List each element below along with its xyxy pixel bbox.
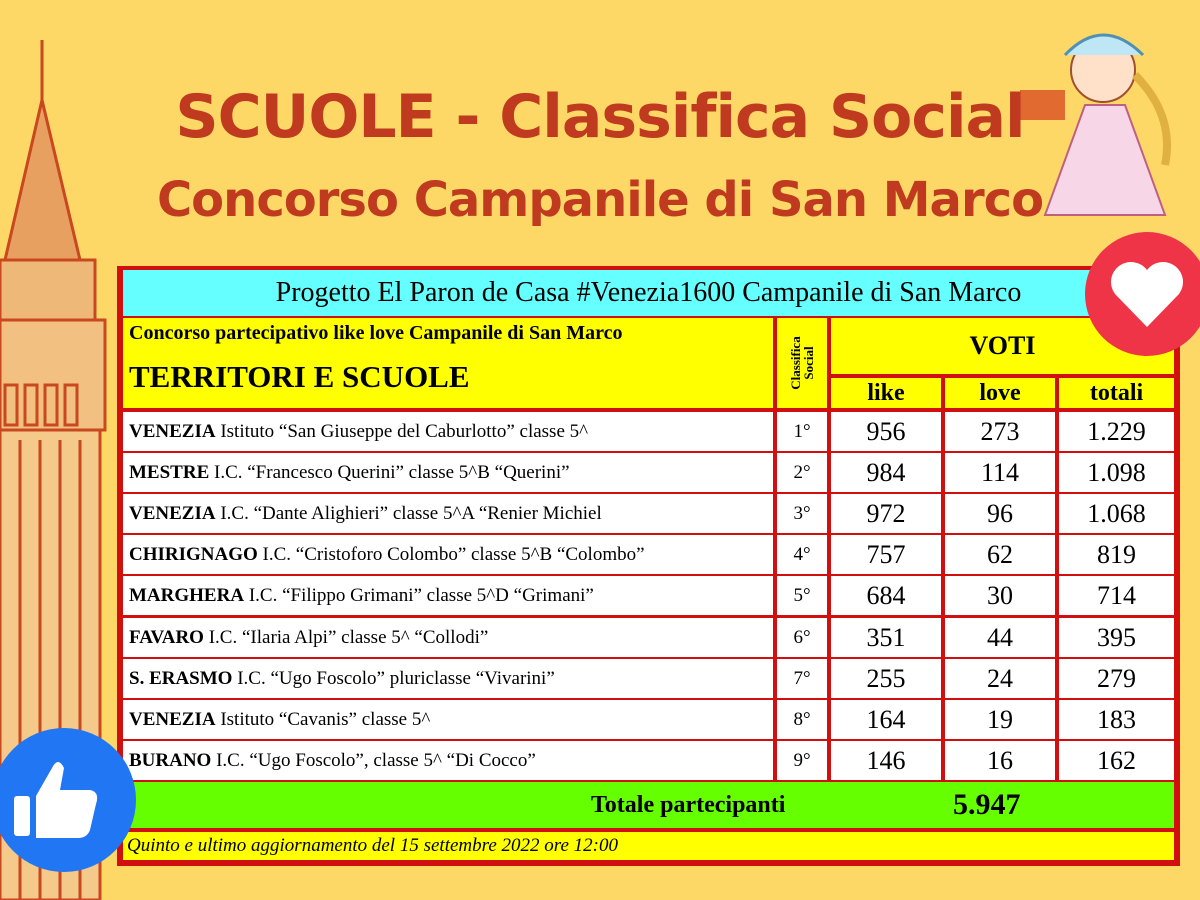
rank-cell: 5° [777,576,827,616]
like-cell: 255 [831,658,941,698]
school-name: I.C. “Francesco Querini” classe 5^B “Que… [214,462,570,484]
ranking-table: Progetto El Paron de Casa #Venezia1600 C… [117,266,1180,866]
school-name: I.C. “Dante Alighieri” classe 5^A “Renie… [220,503,602,525]
rank-cell: 7° [777,658,827,698]
school-name: Istituto “Cavanis” classe 5^ [220,708,431,730]
love-cell: 24 [945,658,1055,698]
total-cell: 1.229 [1059,412,1174,451]
place-name: MARGHERA [129,585,245,607]
update-note: Quinto e ultimo aggiornamento del 15 set… [123,832,1174,860]
place-name: VENEZIA [129,421,216,442]
love-cell: 96 [945,494,1055,534]
school-name-cell: VENEZIA Istituto “Cavanis” classe 5^ [123,699,773,739]
total-cell: 395 [1059,617,1174,657]
table-row: VENEZIA Istituto “San Giuseppe del Cabur… [123,412,1174,451]
table-header: Concorso partecipativo like love Campani… [123,318,1174,408]
love-column-header: love [945,378,1055,408]
school-name-cell: MARGHERA I.C. “Filippo Grimani” classe 5… [123,576,773,616]
like-badge [0,728,136,872]
total-cell: 162 [1059,740,1174,780]
love-cell: 30 [945,576,1055,616]
total-cell: 819 [1059,535,1174,575]
place-name: BURANO [129,749,212,771]
rank-column-header: Classifica Social [788,336,816,390]
total-cell: 279 [1059,658,1174,698]
love-cell: 62 [945,535,1055,575]
table-banner: Progetto El Paron de Casa #Venezia1600 C… [123,270,1174,316]
love-cell: 19 [945,699,1055,739]
school-name: I.C. “Ugo Foscolo”, classe 5^ “Di Cocco” [216,749,536,771]
table-row: VENEZIA Istituto “Cavanis” classe 5^ 8° 16… [123,699,1174,739]
place-name: S. ERASMO [129,667,233,689]
school-name: I.C. “Filippo Grimani” classe 5^D “Grima… [248,585,594,607]
rank-cell: 8° [777,699,827,739]
heart-badge [1085,232,1200,356]
place-name: CHIRIGNAGO [129,544,258,566]
rank-cell: 9° [777,740,827,780]
like-column-header: like [831,378,941,408]
school-name: I.C. “Ilaria Alpi” classe 5^ “Collodi” [208,626,489,648]
rank-header-cell: Classifica Social [777,318,827,408]
rank-cell: 4° [777,535,827,575]
rank-cell: 2° [777,453,827,493]
girl-illustration [1020,33,1171,216]
like-cell: 984 [831,453,941,493]
school-name: Istituto “San Giuseppe del Caburlotto” c… [220,421,589,442]
total-cell: 1.068 [1059,494,1174,534]
school-name: I.C. “Cristoforo Colombo” classe 5^B “Co… [262,544,645,566]
love-cell: 16 [945,740,1055,780]
table-row: BURANO I.C. “Ugo Foscolo”, classe 5^ “Di… [123,740,1174,780]
rank-cell: 3° [777,494,827,534]
love-cell: 273 [945,412,1055,451]
school-name-cell: CHIRIGNAGO I.C. “Cristoforo Colombo” cla… [123,535,773,575]
table-row: CHIRIGNAGO I.C. “Cristoforo Colombo” cla… [123,535,1174,575]
table-row: MARGHERA I.C. “Filippo Grimani” classe 5… [123,576,1174,616]
total-column-header: totali [1059,378,1174,408]
place-name: MESTRE [129,462,210,484]
total-label: Totale partecipanti [591,792,786,818]
place-name: VENEZIA [129,503,216,525]
like-cell: 684 [831,576,941,616]
like-cell: 164 [831,699,941,739]
like-cell: 972 [831,494,941,534]
intro-text: Concorso partecipativo like love Campani… [129,322,623,344]
name-column-header: TERRITORI E SCUOLE [129,359,470,394]
page-subtitle: Concorso Campanile di San Marco [156,172,1044,228]
school-name-cell: MESTRE I.C. “Francesco Querini” classe 5… [123,453,773,493]
table-row: VENEZIA I.C. “Dante Alighieri” classe 5^… [123,494,1174,534]
rank-cell: 1° [777,412,827,451]
school-name-cell: BURANO I.C. “Ugo Foscolo”, classe 5^ “Di… [123,740,773,780]
like-cell: 146 [831,740,941,780]
love-cell: 44 [945,617,1055,657]
heart-icon [1111,262,1183,327]
table-row: S. ERASMO I.C. “Ugo Foscolo” pluriclasse… [123,658,1174,698]
total-row: Totale partecipanti 5.947 [123,782,1174,828]
place-name: VENEZIA [129,708,216,730]
rank-cell: 6° [777,617,827,657]
table-row: FAVARO I.C. “Ilaria Alpi” classe 5^ “Col… [123,617,1174,657]
like-cell: 351 [831,617,941,657]
thumbs-up-icon [14,762,98,838]
like-cell: 757 [831,535,941,575]
total-cell: 183 [1059,699,1174,739]
school-name-cell: VENEZIA I.C. “Dante Alighieri” classe 5^… [123,494,773,534]
school-name-cell: FAVARO I.C. “Ilaria Alpi” classe 5^ “Col… [123,617,773,657]
name-header-cell: Concorso partecipativo like love Campani… [123,318,773,408]
total-cell: 1.098 [1059,453,1174,493]
school-name-cell: VENEZIA Istituto “San Giuseppe del Cabur… [123,412,773,451]
total-value: 5.947 [953,788,1021,821]
school-name: I.C. “Ugo Foscolo” pluriclasse “Vivarini… [237,667,555,689]
table-row: MESTRE I.C. “Francesco Querini” classe 5… [123,453,1174,493]
total-cell: 714 [1059,576,1174,616]
school-name-cell: S. ERASMO I.C. “Ugo Foscolo” pluriclasse… [123,658,773,698]
like-cell: 956 [831,412,941,451]
place-name: FAVARO [129,626,204,648]
page-title: SCUOLE - Classifica Social [175,82,1025,152]
love-cell: 114 [945,453,1055,493]
